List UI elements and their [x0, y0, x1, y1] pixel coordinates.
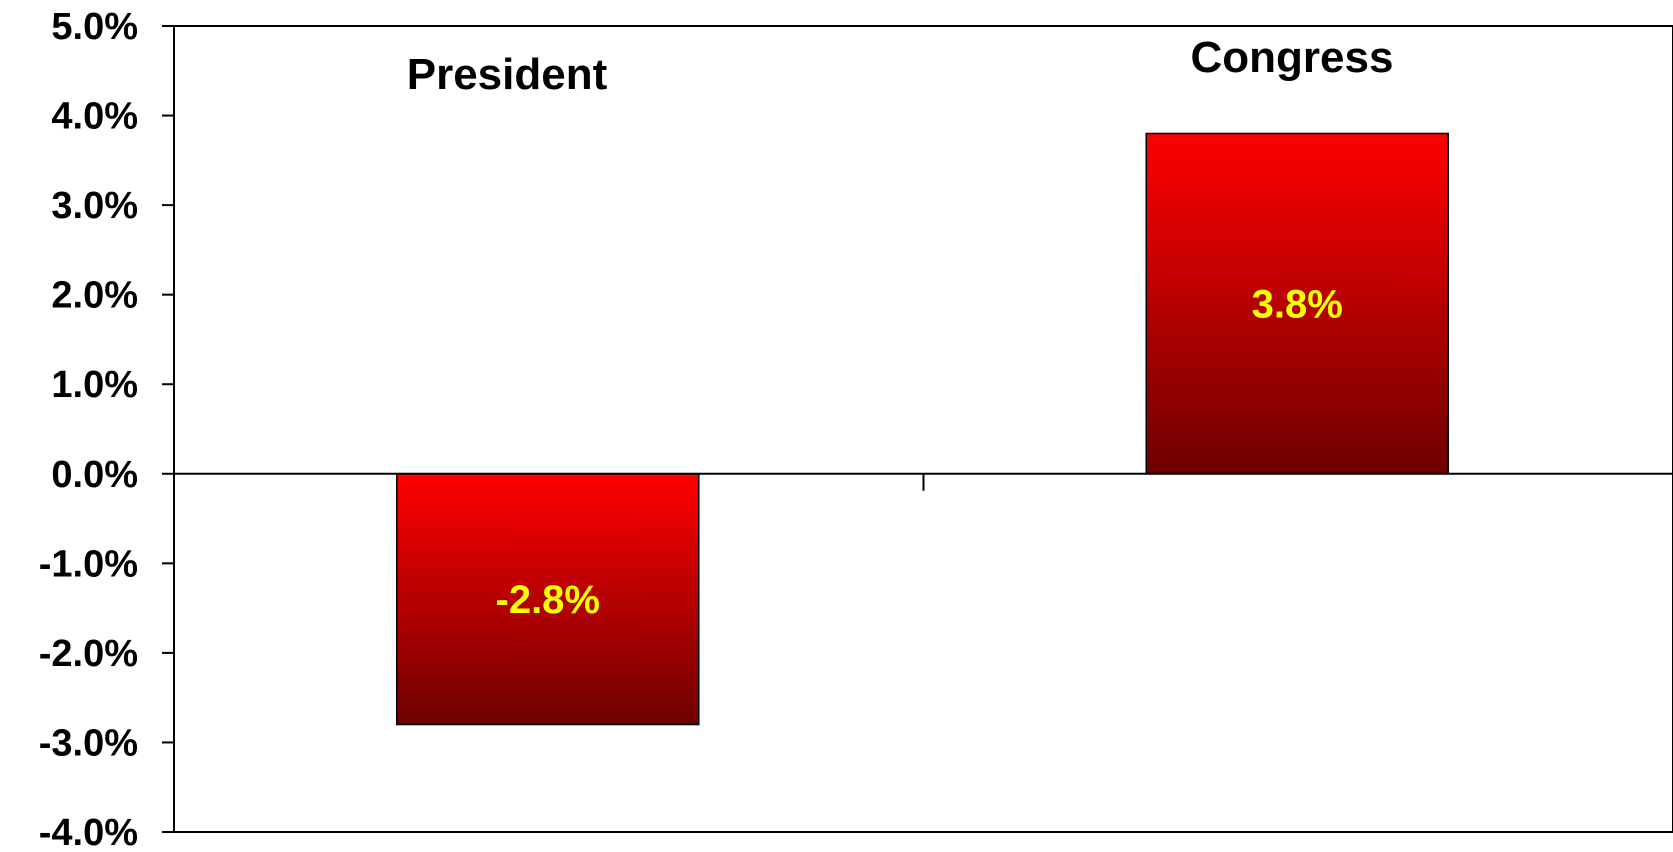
category-label-president: President: [407, 50, 608, 99]
zero-line-layer: [174, 472, 1673, 491]
y-tick-label: -1.0%: [39, 543, 138, 585]
y-tick-label: 5.0%: [51, 6, 138, 48]
category-labels: President Congress: [407, 33, 1394, 99]
y-axis: 5.0% 4.0% 3.0% 2.0% 1.0% 0.0% -1.0% -2.0% -3.0% -…: [39, 6, 175, 852]
bars-layer: [396, 132, 1449, 726]
y-tick-label: 4.0%: [51, 96, 138, 138]
bar-congress: [1145, 132, 1449, 475]
data-labels: -2.8% 3.8%: [496, 283, 1343, 623]
y-tick-label: 3.0%: [51, 185, 138, 227]
category-label-congress: Congress: [1191, 33, 1394, 82]
y-tick-label: -4.0%: [39, 812, 138, 852]
y-tick-label: -2.0%: [39, 633, 138, 675]
y-tick-label: 1.0%: [51, 364, 138, 406]
data-label-president: -2.8%: [496, 578, 601, 622]
y-tick-label: 2.0%: [51, 275, 138, 317]
bar-president: [396, 473, 700, 726]
y-tick-label: -3.0%: [39, 722, 138, 764]
y-tick-label: 0.0%: [51, 454, 138, 496]
data-label-congress: 3.8%: [1252, 283, 1343, 327]
